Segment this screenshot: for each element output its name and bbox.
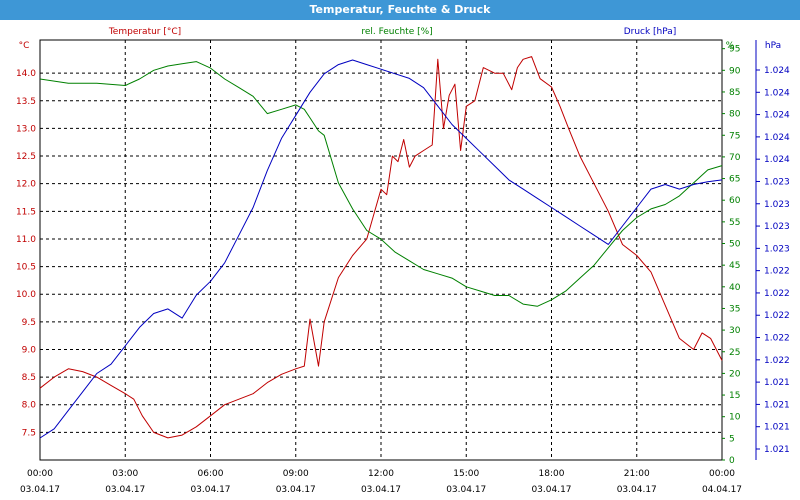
pressure-tick-label: 1.024 — [764, 133, 790, 143]
x-tick-time: 00:00 — [27, 469, 53, 479]
pressure-tick-label: 1.023 — [764, 177, 790, 187]
temperature-tick-label: 7.5 — [22, 428, 36, 438]
temperature-tick-label: 13.0 — [16, 124, 36, 134]
temperature-line — [39, 56, 723, 439]
x-tick-date: 03.04.17 — [190, 485, 230, 495]
data-lines — [39, 56, 723, 439]
humidity-line — [39, 61, 723, 307]
temperature-tick-label: 14.0 — [16, 69, 36, 79]
pressure-tick-label: 1.023 — [764, 222, 790, 232]
pressure-tick-label: 1.021 — [764, 378, 790, 388]
pressure-axis-label: Druck [hPa] — [624, 27, 677, 37]
humidity-tick-label: 15 — [729, 391, 740, 401]
x-tick-time: 03:00 — [112, 469, 138, 479]
pressure-tick-label: 1.024 — [764, 155, 790, 165]
humidity-tick-label: 30 — [729, 326, 741, 336]
x-tick-date: 04.04.17 — [702, 485, 742, 495]
temperature-axis-label: Temperatur [°C] — [108, 27, 181, 37]
x-tick-date: 03.04.17 — [531, 485, 571, 495]
humidity-tick-label: 20 — [729, 369, 741, 379]
temperature-tick-label: 8.0 — [22, 401, 37, 411]
pressure-tick-label: 1.023 — [764, 244, 790, 254]
pressure-tick-label: 1.024 — [764, 88, 790, 98]
temperature-tick-label: 10.5 — [16, 263, 36, 273]
humidity-tick-label: 40 — [729, 283, 741, 293]
axis-ticks: 00:00 03.04.17 03:00 03.04.17 06:00 03.04.17 0… — [16, 40, 790, 495]
humidity-tick-label: 35 — [729, 304, 740, 314]
humidity-tick-label: 25 — [729, 348, 740, 358]
x-tick-date: 03.04.17 — [105, 485, 145, 495]
x-tick-date: 03.04.17 — [276, 485, 316, 495]
pressure-tick-label: 1.022 — [764, 311, 790, 321]
plot-grid — [39, 39, 723, 461]
humidity-tick-label: 70 — [729, 153, 741, 163]
pressure-tick-label: 1.022 — [764, 356, 790, 366]
humidity-tick-label: 75 — [729, 131, 740, 141]
humidity-tick-label: 0 — [729, 456, 735, 466]
humidity-tick-label: 65 — [729, 175, 740, 185]
pressure-unit-label: hPa — [765, 41, 781, 51]
temperature-tick-label: 12.5 — [16, 152, 36, 162]
x-tick-date: 03.04.17 — [20, 485, 60, 495]
pressure-tick-label: 1.021 — [764, 445, 790, 455]
pressure-tick-label: 1.021 — [764, 400, 790, 410]
window-title: Temperatur, Feuchte & Druck — [0, 0, 800, 20]
temperature-tick-label: 9.0 — [22, 345, 37, 355]
x-tick-time: 00:00 — [709, 469, 735, 479]
humidity-tick-label: 55 — [729, 218, 740, 228]
temperature-tick-label: 10.0 — [16, 290, 36, 300]
humidity-tick-label: 85 — [729, 88, 740, 98]
temperature-tick-label: 9.5 — [22, 318, 36, 328]
humidity-axis-label: rel. Feuchte [%] — [361, 27, 432, 37]
temperature-tick-label: 12.0 — [16, 180, 36, 190]
humidity-tick-label: 45 — [729, 261, 740, 271]
x-tick-time: 09:00 — [283, 469, 309, 479]
humidity-tick-label: 80 — [729, 110, 741, 120]
pressure-tick-label: 1.022 — [764, 267, 790, 277]
temperature-unit-label: °C — [19, 41, 30, 51]
humidity-tick-label: 5 — [729, 434, 735, 444]
x-tick-time: 18:00 — [539, 469, 565, 479]
x-tick-date: 03.04.17 — [446, 485, 486, 495]
pressure-tick-label: 1.024 — [764, 111, 790, 121]
x-tick-time: 15:00 — [453, 469, 479, 479]
pressure-line — [39, 59, 723, 439]
x-tick-time: 06:00 — [198, 469, 224, 479]
pressure-tick-label: 1.024 — [764, 66, 790, 76]
temperature-tick-label: 13.5 — [16, 97, 36, 107]
pressure-tick-label: 1.022 — [764, 289, 790, 299]
temperature-tick-label: 8.5 — [22, 373, 36, 383]
temperature-tick-label: 11.5 — [16, 207, 36, 217]
humidity-tick-label: 10 — [729, 413, 741, 423]
x-tick-time: 12:00 — [368, 469, 394, 479]
humidity-tick-label: 95 — [729, 45, 740, 55]
temperature-tick-label: 11.0 — [16, 235, 36, 245]
humidity-tick-label: 90 — [729, 66, 741, 76]
humidity-tick-label: 50 — [729, 240, 741, 250]
pressure-tick-label: 1.021 — [764, 423, 790, 433]
x-tick-date: 03.04.17 — [617, 485, 657, 495]
pressure-tick-label: 1.022 — [764, 334, 790, 344]
x-tick-time: 21:00 — [624, 469, 650, 479]
humidity-unit-label: % — [726, 41, 735, 51]
pressure-tick-label: 1.023 — [764, 200, 790, 210]
humidity-tick-label: 60 — [729, 196, 741, 206]
x-tick-date: 03.04.17 — [361, 485, 401, 495]
